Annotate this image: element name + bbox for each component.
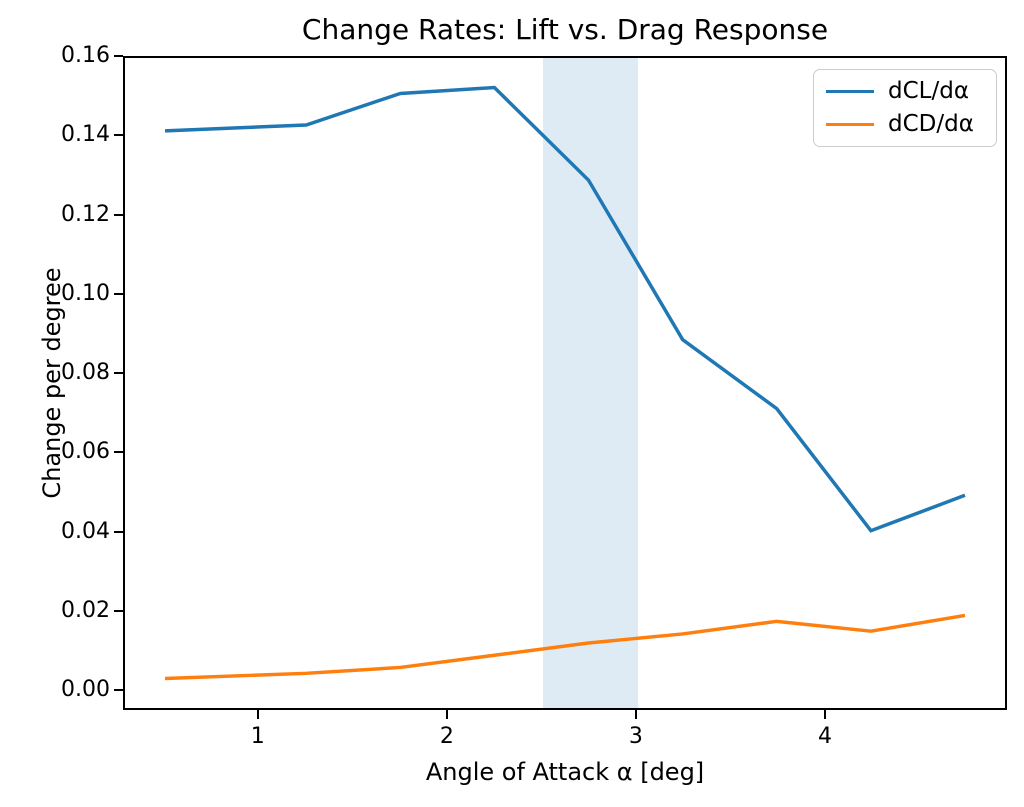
legend-swatch-dcl: [826, 89, 874, 94]
y-tick-mark: [114, 609, 123, 612]
x-tick-label: 4: [818, 724, 832, 749]
x-axis-label: Angle of Attack α [deg]: [425, 758, 705, 786]
shaded-band: [543, 58, 638, 708]
y-tick-mark: [114, 530, 123, 533]
y-tick-label: 0.00: [61, 677, 110, 703]
legend-label-dcl: dCL/dα: [888, 78, 969, 104]
legend-box: dCL/dα dCD/dα: [813, 69, 997, 147]
legend-label-dcd: dCD/dα: [888, 111, 974, 137]
y-tick-label: 0.10: [61, 280, 110, 306]
y-tick-mark: [114, 372, 123, 375]
x-tick-mark: [634, 710, 637, 719]
y-tick-mark: [114, 55, 123, 57]
x-tick-mark: [256, 710, 259, 719]
y-tick-label: 0.16: [61, 43, 110, 68]
y-tick-label: 0.02: [61, 597, 110, 623]
y-tick-mark: [114, 213, 123, 216]
x-tick-label: 1: [250, 724, 265, 749]
line-chart-canvas: [164, 85, 966, 681]
y-tick-mark: [114, 134, 123, 137]
series-line-0: [164, 85, 966, 533]
y-tick-label: 0.14: [61, 122, 110, 148]
y-tick-mark: [114, 292, 123, 295]
x-tick-mark: [445, 710, 448, 719]
y-tick-label: 0.12: [61, 201, 110, 227]
y-tick-label: 0.04: [61, 518, 110, 544]
x-tick-label: 2: [439, 724, 454, 749]
y-tick-mark: [114, 689, 123, 692]
y-tick-label: 0.08: [61, 360, 110, 386]
x-tick-label: 3: [628, 724, 643, 749]
y-tick-label: 0.06: [61, 439, 110, 465]
plot-area: [123, 56, 1007, 710]
legend-entry: dCL/dα: [826, 80, 984, 103]
x-tick-mark: [824, 710, 826, 719]
series-line-1: [164, 613, 966, 681]
chart-title: Change Rates: Lift vs. Drag Response: [301, 13, 829, 46]
legend-entry: dCD/dα: [826, 113, 984, 136]
legend-swatch-dcd: [826, 122, 874, 127]
y-tick-mark: [114, 451, 123, 454]
